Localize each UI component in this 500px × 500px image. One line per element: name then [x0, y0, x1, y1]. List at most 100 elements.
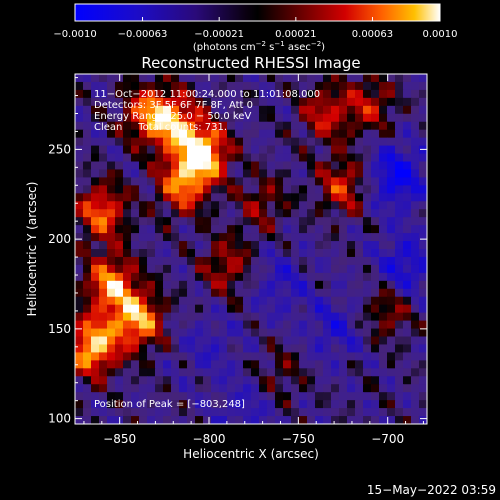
heatmap-cell: [155, 328, 164, 338]
heatmap-cell: [371, 209, 380, 218]
heatmap-cell: [275, 209, 284, 218]
heatmap-cell: [251, 320, 260, 330]
heatmap-cell: [83, 352, 92, 361]
heatmap-cell: [283, 129, 292, 139]
heatmap-cell: [139, 272, 148, 282]
heatmap-cell: [187, 272, 196, 282]
heatmap-cell: [211, 177, 220, 186]
heatmap-cell: [307, 89, 316, 99]
heatmap-cell: [83, 105, 92, 115]
heatmap-cell: [115, 312, 124, 322]
annotation-line: Detectors: 3F 5F 6F 7F 8F, Att 0: [94, 100, 253, 111]
heatmap-cell: [323, 97, 332, 107]
heatmap-cell: [91, 416, 100, 424]
heatmap-cell: [155, 368, 164, 377]
heatmap-cell: [283, 368, 292, 377]
heatmap-cell: [267, 360, 276, 369]
heatmap-cell: [395, 360, 404, 369]
heatmap-cell: [331, 241, 340, 250]
heatmap-cell: [139, 352, 148, 361]
heatmap-cell: [291, 185, 300, 194]
heatmap-cell: [275, 137, 284, 147]
heatmap-cell: [91, 328, 100, 338]
heatmap-cell: [179, 312, 188, 322]
heatmap-cell: [155, 352, 164, 361]
heatmap-cell: [131, 193, 140, 202]
heatmap-cell: [203, 408, 212, 417]
heatmap-cell: [235, 368, 244, 377]
heatmap-cell: [75, 400, 84, 409]
heatmap-cell: [99, 352, 108, 361]
heatmap-cell: [259, 225, 268, 234]
heatmap-cell: [307, 209, 316, 218]
heatmap-cell: [347, 137, 356, 147]
heatmap-cell: [283, 145, 292, 155]
heatmap-cell: [299, 384, 308, 393]
heatmap-cell: [139, 249, 148, 258]
heatmap-cell: [307, 328, 316, 338]
heatmap-cell: [75, 256, 84, 266]
heatmap-cell: [195, 233, 204, 242]
heatmap-cell: [419, 225, 427, 234]
heatmap-cell: [411, 217, 420, 226]
heatmap-cell: [75, 89, 84, 99]
heatmap-cell: [203, 113, 212, 123]
heatmap-cell: [331, 400, 340, 409]
heatmap-cell: [315, 320, 324, 330]
heatmap-cell: [99, 177, 108, 186]
heatmap-cell: [115, 97, 124, 107]
heatmap-cell: [147, 344, 156, 353]
heatmap-cell: [123, 153, 132, 163]
heatmap-cell: [395, 113, 404, 123]
heatmap-cell: [259, 344, 268, 353]
heatmap-cell: [219, 384, 228, 393]
heatmap-cell: [187, 185, 196, 194]
heatmap-cell: [163, 233, 172, 242]
heatmap-cell: [139, 344, 148, 353]
x-axis: −850 −800 −750 −700: [83, 74, 424, 446]
heatmap-cell: [123, 264, 132, 274]
heatmap-cell: [75, 169, 84, 178]
heatmap-cell: [123, 336, 132, 346]
heatmap-cell: [171, 392, 180, 401]
heatmap-cell: [235, 74, 244, 83]
heatmap-cell: [331, 264, 340, 274]
heatmap-cell: [83, 121, 92, 131]
heatmap-cell: [395, 121, 404, 131]
heatmap-cell: [363, 217, 372, 226]
heatmap-cell: [155, 288, 164, 298]
heatmap-cell: [235, 256, 244, 266]
heatmap-cell: [379, 145, 388, 155]
heatmap-cell: [235, 360, 244, 369]
heatmap-cell: [227, 145, 236, 155]
heatmap-cell: [155, 89, 164, 99]
heatmap-cell: [139, 209, 148, 218]
heatmap-cell: [355, 288, 364, 298]
heatmap-cell: [219, 280, 228, 290]
heatmap-cell: [211, 161, 220, 171]
heatmap-cell: [179, 169, 188, 178]
heatmap-cell: [227, 177, 236, 186]
heatmap-cell: [195, 352, 204, 361]
heatmap-cell: [291, 264, 300, 274]
heatmap-cell: [331, 249, 340, 258]
heatmap-cell: [419, 74, 427, 83]
heatmap-cell: [99, 416, 108, 424]
heatmap-cell: [179, 344, 188, 353]
heatmap-cell: [187, 376, 196, 385]
heatmap-cell: [403, 241, 412, 250]
heatmap-cell: [275, 185, 284, 194]
heatmap-cell: [283, 416, 292, 424]
heatmap-cell: [203, 360, 212, 369]
heatmap-cell: [259, 392, 268, 401]
heatmap-cell: [291, 241, 300, 250]
heatmap-cell: [315, 304, 324, 314]
heatmap-cell: [259, 177, 268, 186]
heatmap-cell: [347, 352, 356, 361]
heatmap-cell: [187, 312, 196, 322]
heatmap-cell: [227, 280, 236, 290]
heatmap-cell: [155, 312, 164, 322]
heatmap-cell: [195, 328, 204, 338]
heatmap-cell: [339, 392, 348, 401]
heatmap-cell: [395, 161, 404, 171]
